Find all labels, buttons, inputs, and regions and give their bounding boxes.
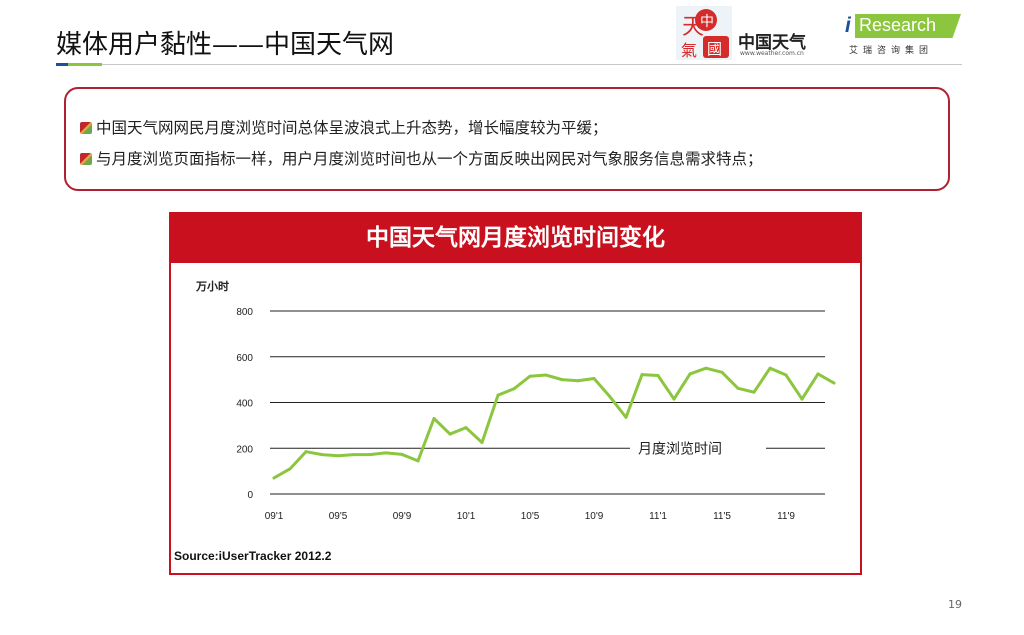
y-axis-unit: 万小时 bbox=[196, 280, 229, 293]
data-point bbox=[464, 426, 468, 430]
data-point bbox=[800, 397, 804, 401]
x-tick-label: 11'9 bbox=[777, 511, 795, 522]
page-title: 媒体用户黏性——中国天气网 bbox=[56, 30, 395, 60]
iresearch-logo-cn: 艾瑞咨询集团 bbox=[849, 46, 934, 56]
data-point bbox=[480, 441, 484, 445]
data-point bbox=[384, 451, 388, 455]
data-point bbox=[576, 379, 580, 383]
weather-seal-icon: 天 中 氣 國 bbox=[676, 6, 732, 60]
iresearch-logo-word: Research bbox=[859, 15, 937, 35]
legend-background bbox=[630, 437, 766, 458]
x-tick-label: 09'5 bbox=[329, 511, 348, 522]
line-chart: 0 200 400 600 800 09'1 09'5 09'9 10'1 10'5 10'9 11'… bbox=[236, 307, 836, 522]
chart-title: 中国天气网月度浏览时间变化 bbox=[366, 225, 665, 251]
data-point bbox=[544, 373, 548, 377]
y-tick-label: 200 bbox=[236, 444, 253, 455]
chart-header-bar bbox=[171, 214, 860, 263]
data-point bbox=[320, 453, 324, 457]
data-point bbox=[832, 381, 836, 385]
svg-text:氣: 氣 bbox=[681, 41, 697, 60]
data-point bbox=[784, 373, 788, 377]
data-point bbox=[336, 454, 340, 458]
y-tick-label: 0 bbox=[247, 490, 253, 501]
svg-text:國: 國 bbox=[707, 40, 722, 58]
data-point bbox=[400, 452, 404, 456]
title-divider bbox=[102, 64, 962, 65]
data-point bbox=[512, 387, 516, 391]
data-point bbox=[496, 393, 500, 397]
iresearch-logo: i Research 艾瑞咨询集团 bbox=[845, 12, 963, 58]
x-tick-label: 11'1 bbox=[649, 511, 667, 522]
page-number: 19 bbox=[948, 598, 962, 611]
weather-logo-name: 中国天气 bbox=[738, 33, 806, 53]
legend-label: 月度浏览时间 bbox=[638, 441, 722, 457]
x-tick-label: 09'1 bbox=[265, 511, 284, 522]
data-point bbox=[352, 453, 356, 457]
data-point bbox=[432, 417, 436, 421]
data-point bbox=[624, 415, 628, 419]
y-tick-label: 600 bbox=[236, 353, 253, 364]
summary-bullet-text: 中国天气网网民月度浏览时间总体呈波浪式上升态势，增长幅度较为平缓； bbox=[96, 119, 608, 137]
data-point bbox=[368, 453, 372, 457]
chart-panel: 中国天气网月度浏览时间变化 万小时 0 200 400 600 800 09'1 09'5 0… bbox=[169, 212, 862, 575]
summary-bullet: 与月度浏览页面指标一样，用户月度浏览时间也从一个方面反映出网民对气象服务信息需求… bbox=[80, 147, 763, 169]
svg-text:天: 天 bbox=[682, 15, 704, 40]
data-point bbox=[272, 476, 276, 480]
data-point bbox=[816, 372, 820, 376]
data-point bbox=[672, 397, 676, 401]
series-line bbox=[272, 366, 836, 480]
title-accent-mark bbox=[56, 63, 68, 66]
y-tick-label: 400 bbox=[236, 399, 253, 410]
x-tick-label: 09'9 bbox=[393, 511, 412, 522]
data-point bbox=[640, 373, 644, 377]
summary-bullet: 中国天气网网民月度浏览时间总体呈波浪式上升态势，增长幅度较为平缓； bbox=[80, 116, 608, 138]
data-point bbox=[752, 390, 756, 394]
summary-bullet-text: 与月度浏览页面指标一样，用户月度浏览时间也从一个方面反映出网民对气象服务信息需求… bbox=[96, 150, 763, 168]
data-point bbox=[416, 459, 420, 463]
x-tick-label: 10'5 bbox=[521, 511, 540, 522]
title-accent-bar bbox=[56, 63, 102, 66]
data-point bbox=[608, 395, 612, 399]
x-tick-label: 10'9 bbox=[585, 511, 604, 522]
iresearch-logo-banner bbox=[855, 14, 961, 38]
data-point bbox=[304, 450, 308, 454]
data-point bbox=[288, 467, 292, 471]
data-point bbox=[656, 374, 660, 378]
data-point bbox=[448, 432, 452, 436]
iresearch-logo-i: i bbox=[845, 14, 851, 37]
summary-callout: 中国天气网网民月度浏览时间总体呈波浪式上升态势，增长幅度较为平缓； 与月度浏览页… bbox=[64, 87, 950, 191]
y-tick-label: 800 bbox=[236, 307, 253, 318]
data-point bbox=[736, 386, 740, 390]
data-point bbox=[688, 372, 692, 376]
data-point bbox=[560, 378, 564, 382]
data-point bbox=[768, 366, 772, 370]
data-point bbox=[592, 376, 596, 380]
weather-logo: 天 中 氣 國 中国天气 www.weather.com.cn bbox=[676, 6, 828, 60]
weather-logo-url: www.weather.com.cn bbox=[740, 50, 804, 57]
bullet-icon bbox=[80, 153, 92, 165]
source-note: Source:iUserTracker 2012.2 bbox=[174, 549, 332, 563]
data-point bbox=[720, 370, 724, 374]
svg-text:中: 中 bbox=[700, 14, 714, 30]
bullet-icon bbox=[80, 122, 92, 134]
data-point bbox=[704, 366, 708, 370]
x-tick-label: 11'5 bbox=[713, 511, 731, 522]
data-point bbox=[528, 374, 532, 378]
x-tick-label: 10'1 bbox=[457, 511, 476, 522]
